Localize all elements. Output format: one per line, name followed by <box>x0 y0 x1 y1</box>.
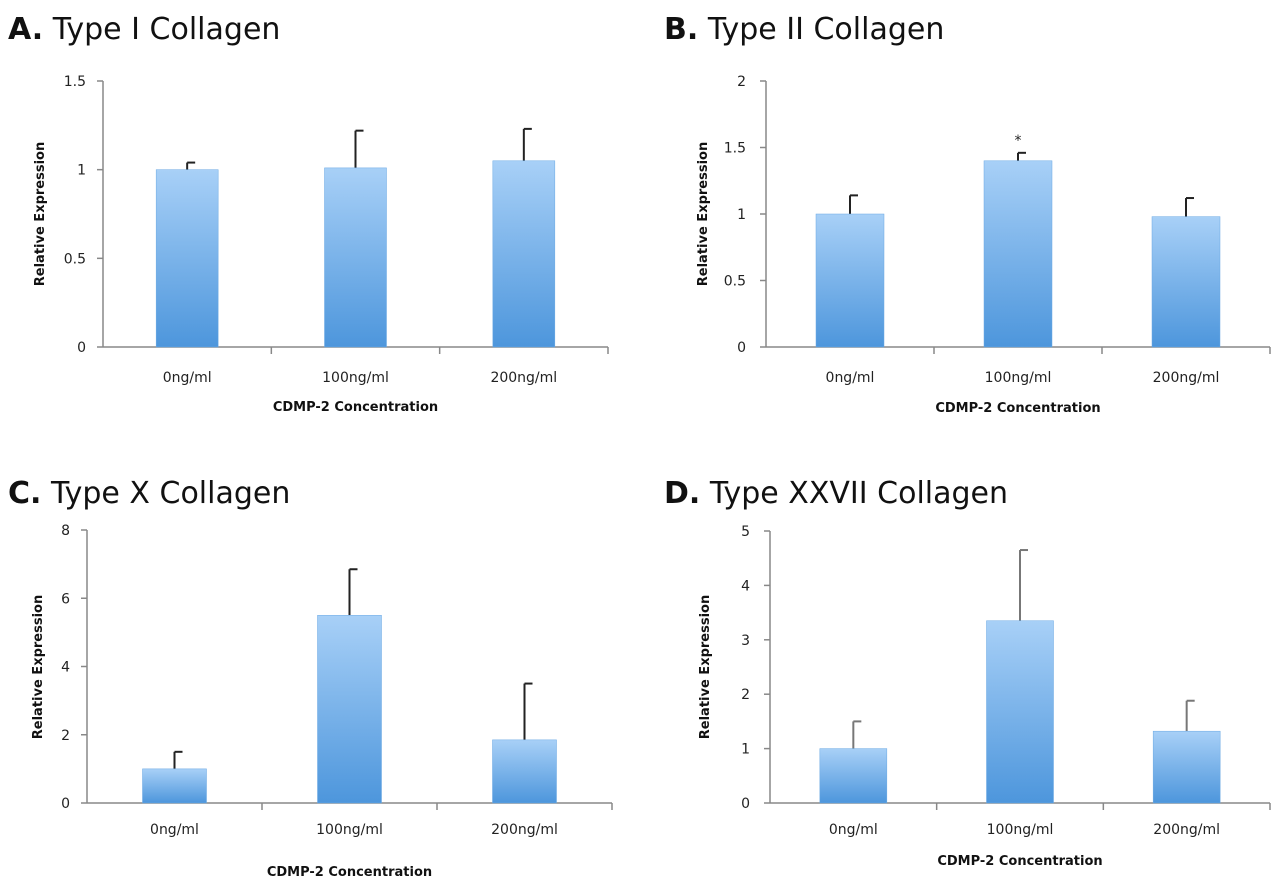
bar <box>142 768 207 804</box>
panel-title-text-b: Type II Collagen <box>707 12 945 47</box>
bar <box>815 213 885 348</box>
y-tick-label: 0.5 <box>64 251 86 267</box>
x-axis-title: CDMP-2 Concentration <box>273 400 438 415</box>
y-tick-label: 1.5 <box>724 141 746 157</box>
y-tick-label: 1 <box>741 742 750 758</box>
category-label: 200ng/ml <box>491 822 558 838</box>
bar <box>1151 216 1221 348</box>
panel-letter-a: A. <box>8 12 44 47</box>
y-tick-label: 0.5 <box>724 274 746 290</box>
panel-title-text-c: Type X Collagen <box>50 476 291 511</box>
y-axis-title: Relative Expression <box>696 142 711 286</box>
y-tick-label: 1 <box>737 207 746 223</box>
y-tick-label: 2 <box>737 74 746 90</box>
y-tick-label: 0 <box>737 340 746 356</box>
y-tick-label: 3 <box>741 633 750 649</box>
bar-chart-d: 0 1 2 3 4 5 0ng/ml 100ng/ml 200ng/ml CDMP-2 Conce… <box>698 524 1271 869</box>
panel-letter-d: D. <box>664 476 701 511</box>
bar <box>317 615 382 804</box>
y-tick-label: 5 <box>741 524 750 540</box>
bar <box>983 160 1053 348</box>
y-axis-title: Relative Expression <box>33 142 48 286</box>
significance-marker: * <box>1015 133 1022 149</box>
category-label: 200ng/ml <box>490 370 557 386</box>
chart-title-a: A. Type I Collagen <box>8 12 280 47</box>
chart-title-b: B. Type II Collagen <box>664 12 944 47</box>
chart-panel-d: D. Type XXVII Collagen 0 1 2 3 4 5 0ng/ml 100ng… <box>640 442 1280 884</box>
y-tick-label: 0 <box>77 340 86 356</box>
y-tick-label: 6 <box>61 591 70 607</box>
y-axis-title: Relative Expression <box>698 595 713 739</box>
category-label: 100ng/ml <box>322 370 389 386</box>
category-label: 0ng/ml <box>826 370 875 386</box>
panel-letter-b: B. <box>664 12 699 47</box>
x-axis-title: CDMP-2 Concentration <box>937 854 1102 869</box>
bar <box>155 169 219 348</box>
x-axis-title: CDMP-2 Concentration <box>935 401 1100 416</box>
bar <box>1152 730 1221 804</box>
bar-chart-a: 0 0.5 1 1.5 0ng/ml 100ng/ml 200ng/ml CDMP-2 Con… <box>33 74 609 415</box>
y-tick-label: 4 <box>741 578 750 594</box>
y-tick-label: 0 <box>61 796 70 812</box>
category-label: 200ng/ml <box>1153 370 1220 386</box>
y-axis-title: Relative Expression <box>31 595 46 739</box>
bar <box>492 160 556 348</box>
category-label: 0ng/ml <box>829 822 878 838</box>
y-tick-label: 1 <box>77 163 86 179</box>
chart-panel-c: C. Type X Collagen 0 2 4 6 8 0ng/ml 100ng/ml 20… <box>0 442 640 884</box>
category-label: 0ng/ml <box>163 370 212 386</box>
category-label: 200ng/ml <box>1153 822 1220 838</box>
chart-panel-b: B. Type II Collagen 0 0.5 1 1.5 2 0ng/ml 100ng… <box>640 0 1280 442</box>
y-tick-label: 1.5 <box>64 74 86 90</box>
y-tick-label: 0 <box>741 796 750 812</box>
y-tick-label: 2 <box>61 728 70 744</box>
bar-chart-c: 0 2 4 6 8 0ng/ml 100ng/ml 200ng/ml CDMP-2 Concen… <box>31 523 613 880</box>
panel-title-text-a: Type I Collagen <box>52 12 281 47</box>
chart-panel-a: A. Type I Collagen 0 0.5 1 1.5 0ng/ml 100ng/m… <box>0 0 640 442</box>
chart-title-c: C. Type X Collagen <box>8 476 290 511</box>
chart-title-d: D. Type XXVII Collagen <box>664 476 1008 511</box>
category-label: 0ng/ml <box>150 822 199 838</box>
category-label: 100ng/ml <box>316 822 383 838</box>
bar <box>492 739 557 804</box>
category-label: 100ng/ml <box>987 822 1054 838</box>
panel-title-text-d: Type XXVII Collagen <box>709 476 1009 511</box>
y-tick-label: 8 <box>61 523 70 539</box>
x-axis-title: CDMP-2 Concentration <box>267 865 432 880</box>
category-label: 100ng/ml <box>985 370 1052 386</box>
bar <box>324 167 387 348</box>
bar <box>819 748 888 804</box>
y-tick-label: 2 <box>741 687 750 703</box>
bar <box>986 620 1054 804</box>
panel-letter-c: C. <box>8 476 42 511</box>
bar-chart-b: 0 0.5 1 1.5 2 0ng/ml 100ng/ml * 200ng/ml CDMP-2 C… <box>696 74 1271 416</box>
y-tick-label: 4 <box>61 660 70 676</box>
